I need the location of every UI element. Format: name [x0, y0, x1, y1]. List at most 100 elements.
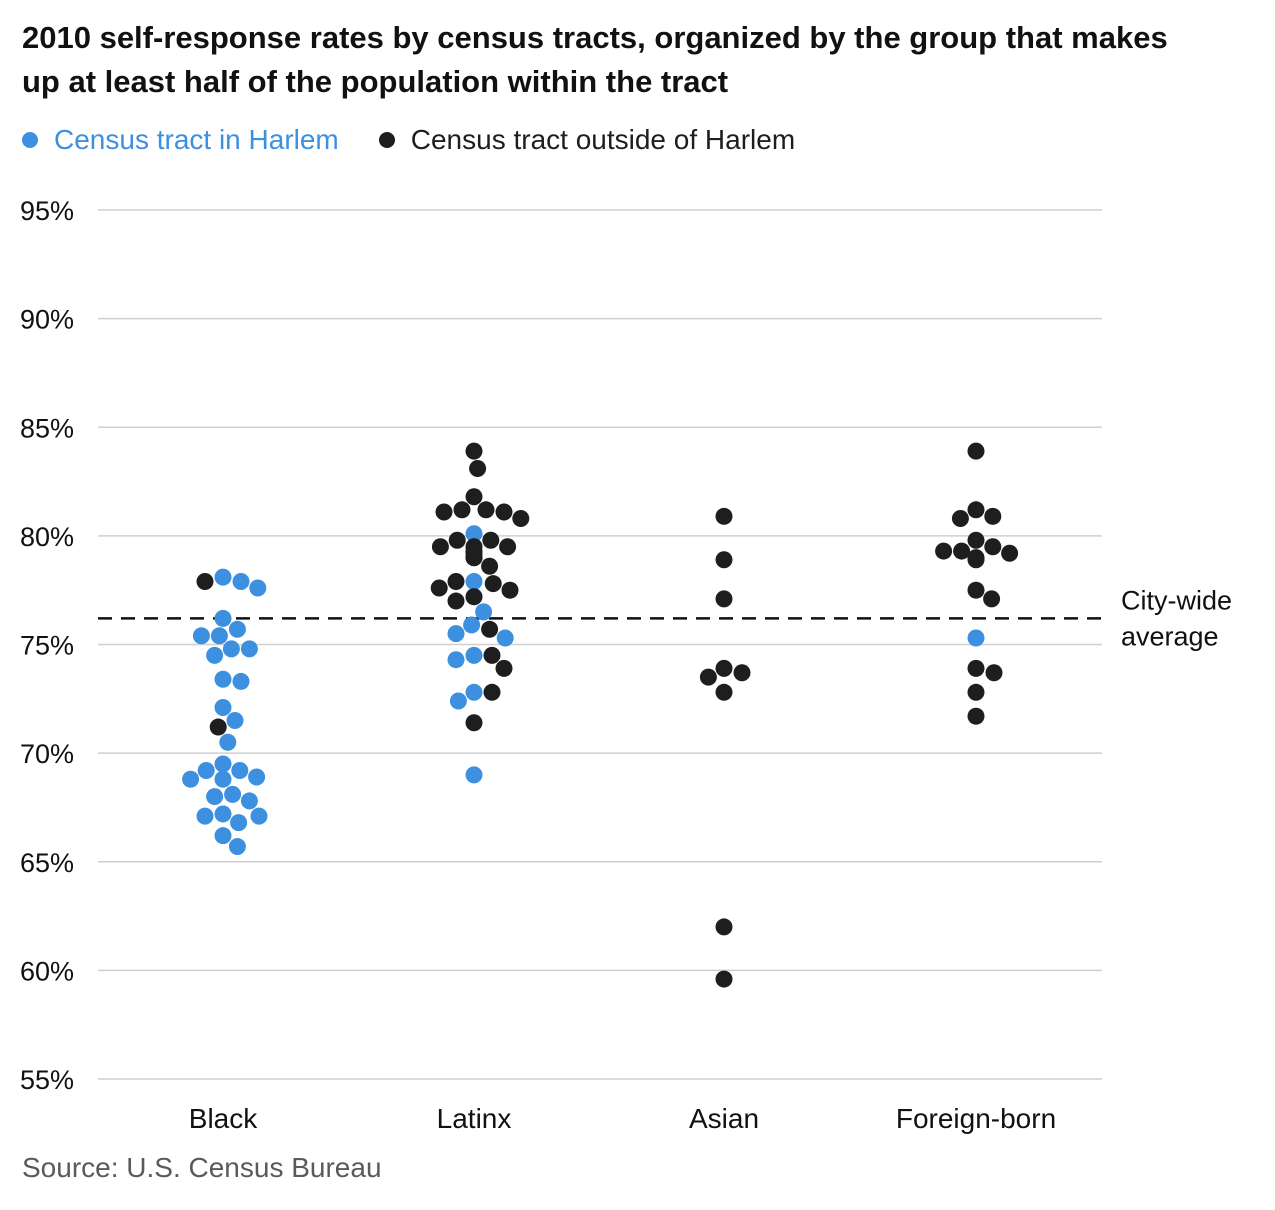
legend-label-harlem: Census tract in Harlem — [54, 124, 339, 155]
data-point — [967, 531, 985, 549]
data-point — [435, 503, 453, 521]
data-point — [248, 768, 266, 786]
data-point — [240, 792, 258, 810]
data-point — [967, 581, 985, 599]
data-point — [214, 770, 232, 788]
y-tick-label: 90% — [20, 305, 74, 335]
data-point — [447, 572, 465, 590]
data-point — [715, 590, 733, 608]
data-point — [250, 807, 268, 825]
legend-item-harlem: Census tract in Harlem — [22, 124, 339, 156]
source-note: Source: U.S. Census Bureau — [22, 1152, 382, 1183]
data-point — [214, 609, 232, 627]
data-point — [230, 814, 248, 832]
data-point — [967, 551, 985, 569]
data-point — [715, 659, 733, 677]
data-point — [481, 557, 499, 575]
data-point — [228, 838, 246, 856]
data-point — [465, 766, 483, 784]
data-point — [967, 683, 985, 701]
data-point — [214, 568, 232, 586]
data-point — [483, 646, 501, 664]
data-point — [483, 683, 501, 701]
data-point — [496, 629, 514, 647]
data-point — [967, 629, 985, 647]
data-points — [182, 442, 1019, 988]
data-point — [967, 707, 985, 725]
data-point — [196, 572, 214, 590]
legend-dot-harlem — [22, 132, 38, 148]
legend: Census tract in Harlem Census tract outs… — [22, 120, 835, 160]
data-point — [477, 501, 495, 519]
data-point — [715, 507, 733, 525]
data-point — [206, 646, 224, 664]
data-point — [182, 770, 200, 788]
y-tick-label: 55% — [20, 1065, 74, 1095]
data-point — [232, 572, 250, 590]
data-point — [482, 531, 500, 549]
data-point — [224, 785, 242, 803]
data-point — [197, 762, 215, 780]
x-category-label: Black — [189, 1103, 258, 1134]
reference-line-label: average — [1121, 621, 1219, 651]
x-category-label: Asian — [689, 1103, 759, 1134]
data-point — [228, 620, 246, 638]
data-point — [206, 788, 224, 806]
y-tick-label: 80% — [20, 522, 74, 552]
data-point — [192, 627, 210, 645]
data-point — [465, 683, 483, 701]
data-point — [984, 538, 1002, 556]
data-point — [499, 538, 517, 556]
data-point — [448, 531, 466, 549]
x-category-label: Latinx — [437, 1103, 512, 1134]
data-point — [967, 442, 985, 460]
data-point — [231, 762, 249, 780]
data-point — [447, 625, 465, 643]
data-point — [953, 542, 971, 560]
data-point — [431, 538, 449, 556]
data-point — [465, 572, 483, 590]
data-point — [733, 664, 751, 682]
data-point — [495, 503, 513, 521]
y-tick-label: 70% — [20, 739, 74, 769]
data-point — [214, 805, 232, 823]
data-point — [465, 588, 483, 606]
x-category-label: Foreign-born — [896, 1103, 1056, 1134]
data-point — [465, 488, 483, 506]
data-point — [465, 549, 483, 567]
data-point — [715, 970, 733, 988]
y-tick-label: 65% — [20, 848, 74, 878]
data-point — [240, 640, 258, 658]
data-point — [209, 718, 227, 736]
data-point — [715, 683, 733, 701]
data-point — [935, 542, 953, 560]
data-point — [226, 712, 244, 730]
data-point — [983, 590, 1001, 608]
data-point — [465, 714, 483, 732]
data-point — [447, 592, 465, 610]
chart-title: 2010 self-response rates by census tract… — [22, 20, 1168, 99]
data-point — [951, 509, 969, 527]
y-tick-label: 95% — [20, 196, 74, 226]
data-point — [232, 672, 250, 690]
data-point — [967, 501, 985, 519]
legend-item-outside: Census tract outside of Harlem — [378, 124, 795, 156]
data-point — [967, 659, 985, 677]
data-point — [469, 460, 487, 478]
data-point — [465, 646, 483, 664]
data-point — [449, 692, 467, 710]
data-point — [699, 668, 717, 686]
data-point — [214, 699, 232, 717]
y-tick-label: 60% — [20, 956, 74, 986]
data-point — [985, 664, 1003, 682]
y-tick-label: 75% — [20, 631, 74, 661]
data-point — [512, 509, 530, 527]
data-point — [214, 755, 232, 773]
data-point — [715, 551, 733, 569]
data-point — [715, 918, 733, 936]
data-point — [463, 616, 481, 634]
data-point — [495, 659, 513, 677]
data-point — [430, 579, 448, 597]
data-point — [465, 525, 483, 543]
